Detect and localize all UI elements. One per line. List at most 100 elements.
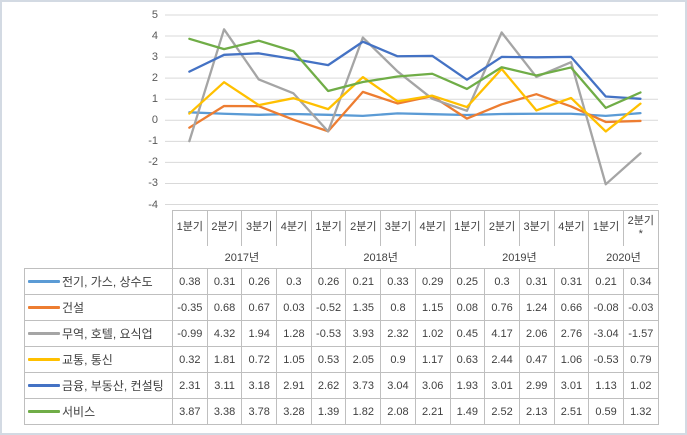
y-axis-tick-label: 4 xyxy=(151,30,158,43)
row-label-cell-trade-hotel-food: 무역, 호텔, 요식업 xyxy=(24,320,173,347)
row-label-cell-electricity-gas-water: 전기, 가스, 상수도 xyxy=(24,268,173,295)
series-line-trade-hotel-food xyxy=(188,28,642,186)
legend-swatch-construction xyxy=(28,306,60,309)
table-corner-spacer xyxy=(24,210,173,269)
value-cell: 3.78 xyxy=(241,398,278,425)
value-cell: 1.32 xyxy=(622,398,659,425)
data-table-body: 전기, 가스, 상수도 0.38 0.31 0.26 0.3 0.26 0.21 0.33 0.… xyxy=(24,268,659,425)
value-cell: 0.21 xyxy=(588,268,624,295)
value-cell: 3.73 xyxy=(345,372,382,399)
quarter-header: 2분기 xyxy=(345,210,382,246)
series-line-construction xyxy=(188,90,642,133)
value-cell: 3.11 xyxy=(206,372,243,399)
value-cell: 3.01 xyxy=(553,372,590,399)
chart-data-table: 1분기 2분기 3분기 4분기 1분기 2분기 3분기 4분기 1분기 2분기 3분기 4분기 1분기 2… xyxy=(24,210,659,425)
series-line-transport-communication xyxy=(188,67,642,133)
quarter-header: 2분기 * xyxy=(622,210,659,246)
value-cell: 0.45 xyxy=(449,320,486,347)
y-axis-tick-label: -2 xyxy=(148,156,158,169)
value-cell: 0.9 xyxy=(380,346,416,373)
quarter-header: 2분기 xyxy=(206,210,243,246)
y-axis-tick-label: 3 xyxy=(151,51,158,64)
value-cell: 1.13 xyxy=(588,372,624,399)
value-cell: 2.51 xyxy=(553,398,590,425)
line-chart-plot-area xyxy=(165,14,658,206)
value-cell: 2.05 xyxy=(345,346,382,373)
value-cell: 1.06 xyxy=(553,346,590,373)
value-cell: 3.04 xyxy=(380,372,416,399)
value-cell: 0.66 xyxy=(553,294,590,321)
value-cell: 0.33 xyxy=(380,268,416,295)
value-cell: 0.68 xyxy=(206,294,243,321)
series-name-label: 서비스 xyxy=(62,405,96,419)
legend-swatch-transport-communication xyxy=(28,358,60,361)
value-cell: 0.34 xyxy=(622,268,659,295)
value-cell: 0.31 xyxy=(206,268,243,295)
value-cell: -0.53 xyxy=(588,346,624,373)
series-name-label: 무역, 호텔, 요식업 xyxy=(62,327,153,341)
value-cell: 0.38 xyxy=(172,268,208,295)
series-name-label: 교통, 통신 xyxy=(62,353,113,367)
value-cell: 0.26 xyxy=(310,268,347,295)
y-axis-tick-label: -1 xyxy=(148,135,158,148)
quarter-header: 1분기 xyxy=(310,210,347,246)
y-axis-tick-label: -3 xyxy=(148,177,158,190)
value-cell: 2.44 xyxy=(484,346,520,373)
quarter-header: 3분기 xyxy=(380,210,416,246)
value-cell: 0.53 xyxy=(310,346,347,373)
value-cell: 0.08 xyxy=(449,294,486,321)
table-row-finance-realestate-consulting: 금융, 부동산, 컨설팅 2.31 3.11 3.18 2.91 2.62 3.73 3.04… xyxy=(24,372,659,399)
value-cell: 0.47 xyxy=(518,346,555,373)
value-cell: 1.02 xyxy=(622,372,659,399)
value-cell: 0.59 xyxy=(588,398,624,425)
series-line-finance-realestate-consulting xyxy=(188,40,642,100)
row-label-cell-transport-communication: 교통, 통신 xyxy=(24,346,173,373)
quarter-header: 4분기 xyxy=(553,210,590,246)
series-line-electricity-gas-water xyxy=(188,111,642,118)
value-cell: 0.21 xyxy=(345,268,382,295)
value-cell: 2.62 xyxy=(310,372,347,399)
series-name-label: 전기, 가스, 상수도 xyxy=(62,275,153,289)
value-cell: -0.35 xyxy=(172,294,208,321)
value-cell: 3.06 xyxy=(414,372,451,399)
value-cell: 1.15 xyxy=(414,294,451,321)
table-row-transport-communication: 교통, 통신 0.32 1.81 0.72 1.05 0.53 2.05 0.9 1.17 0.6… xyxy=(24,346,659,373)
value-cell: 0.3 xyxy=(276,268,312,295)
value-cell: 2.52 xyxy=(484,398,520,425)
row-label-cell-services: 서비스 xyxy=(24,398,173,425)
value-cell: 0.31 xyxy=(553,268,590,295)
value-cell: 0.3 xyxy=(484,268,520,295)
value-cell: 3.28 xyxy=(276,398,312,425)
quarter-header: 3분기 xyxy=(518,210,555,246)
value-cell: 4.17 xyxy=(484,320,520,347)
series-line-services xyxy=(188,37,642,110)
y-axis-tick-label: 5 xyxy=(151,9,158,21)
value-cell: 1.39 xyxy=(310,398,347,425)
value-cell: 0.79 xyxy=(622,346,659,373)
value-cell: -0.53 xyxy=(310,320,347,347)
legend-swatch-finance-realestate-consulting xyxy=(28,384,60,387)
value-cell: 3.38 xyxy=(206,398,243,425)
y-axis-tick-label: -4 xyxy=(148,198,158,211)
value-cell: -3.04 xyxy=(588,320,624,347)
value-cell: 0.76 xyxy=(484,294,520,321)
value-cell: 1.93 xyxy=(449,372,486,399)
y-axis-tick-label: 0 xyxy=(151,114,158,127)
value-cell: 1.28 xyxy=(276,320,312,347)
quarter-header: 3분기 xyxy=(241,210,278,246)
row-label-cell-finance-realestate-consulting: 금융, 부동산, 컨설팅 xyxy=(24,372,173,399)
value-cell: 0.31 xyxy=(518,268,555,295)
value-cell: 1.94 xyxy=(241,320,278,347)
y-axis-tick-label: 2 xyxy=(151,72,158,85)
table-row-services: 서비스 3.87 3.38 3.78 3.28 1.39 1.82 2.08 2.21 1.49 2… xyxy=(24,398,659,425)
value-cell: 0.29 xyxy=(414,268,451,295)
value-cell: 0.8 xyxy=(380,294,416,321)
legend-swatch-trade-hotel-food xyxy=(28,332,60,335)
value-cell: 1.49 xyxy=(449,398,486,425)
legend-swatch-electricity-gas-water xyxy=(28,280,60,283)
value-cell: 1.17 xyxy=(414,346,451,373)
value-cell: 2.99 xyxy=(518,372,555,399)
year-header: 2020년 xyxy=(588,245,659,269)
value-cell: -0.08 xyxy=(588,294,624,321)
